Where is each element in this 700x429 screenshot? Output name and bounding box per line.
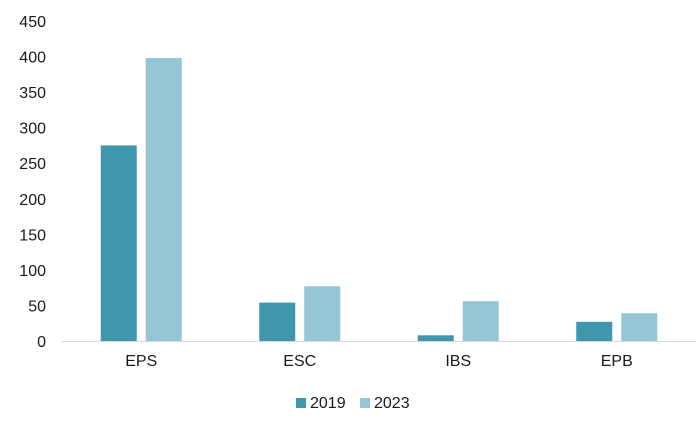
x-axis-categories: EPS ESC IBS EPB [125, 353, 633, 370]
bar-esc-2023 [304, 286, 341, 341]
y-tick-label: 300 [19, 121, 46, 138]
bar-eps-2019 [100, 145, 137, 341]
y-tick-label: 450 [19, 14, 46, 31]
legend-swatch-2019 [296, 398, 306, 408]
bar-ibs-2023 [462, 301, 499, 341]
y-tick-label: 50 [28, 298, 46, 315]
y-tick-label: 150 [19, 227, 46, 244]
legend-swatch-2023 [360, 398, 370, 408]
category-label-eps: EPS [125, 353, 157, 370]
y-tick-label: 250 [19, 156, 46, 173]
y-tick-label: 200 [19, 192, 46, 209]
bar-epb-2019 [576, 321, 613, 341]
bar-epb-2023 [621, 313, 658, 341]
y-tick-label: 0 [37, 334, 46, 351]
y-axis-ticks: 0 50 100 150 200 250 300 350 400 450 [19, 14, 46, 351]
category-label-esc: ESC [283, 353, 316, 370]
bar-eps-2023 [145, 57, 182, 341]
bars [100, 57, 658, 341]
bar-ibs-2019 [417, 335, 454, 341]
legend-label-2023: 2023 [374, 395, 410, 412]
legend: 2019 2023 [296, 395, 410, 412]
y-tick-label: 400 [19, 50, 46, 67]
bar-esc-2019 [259, 302, 296, 341]
y-tick-label: 350 [19, 85, 46, 102]
category-label-ibs: IBS [445, 353, 471, 370]
category-label-epb: EPB [601, 353, 633, 370]
legend-label-2019: 2019 [310, 395, 346, 412]
y-tick-label: 100 [19, 263, 46, 280]
